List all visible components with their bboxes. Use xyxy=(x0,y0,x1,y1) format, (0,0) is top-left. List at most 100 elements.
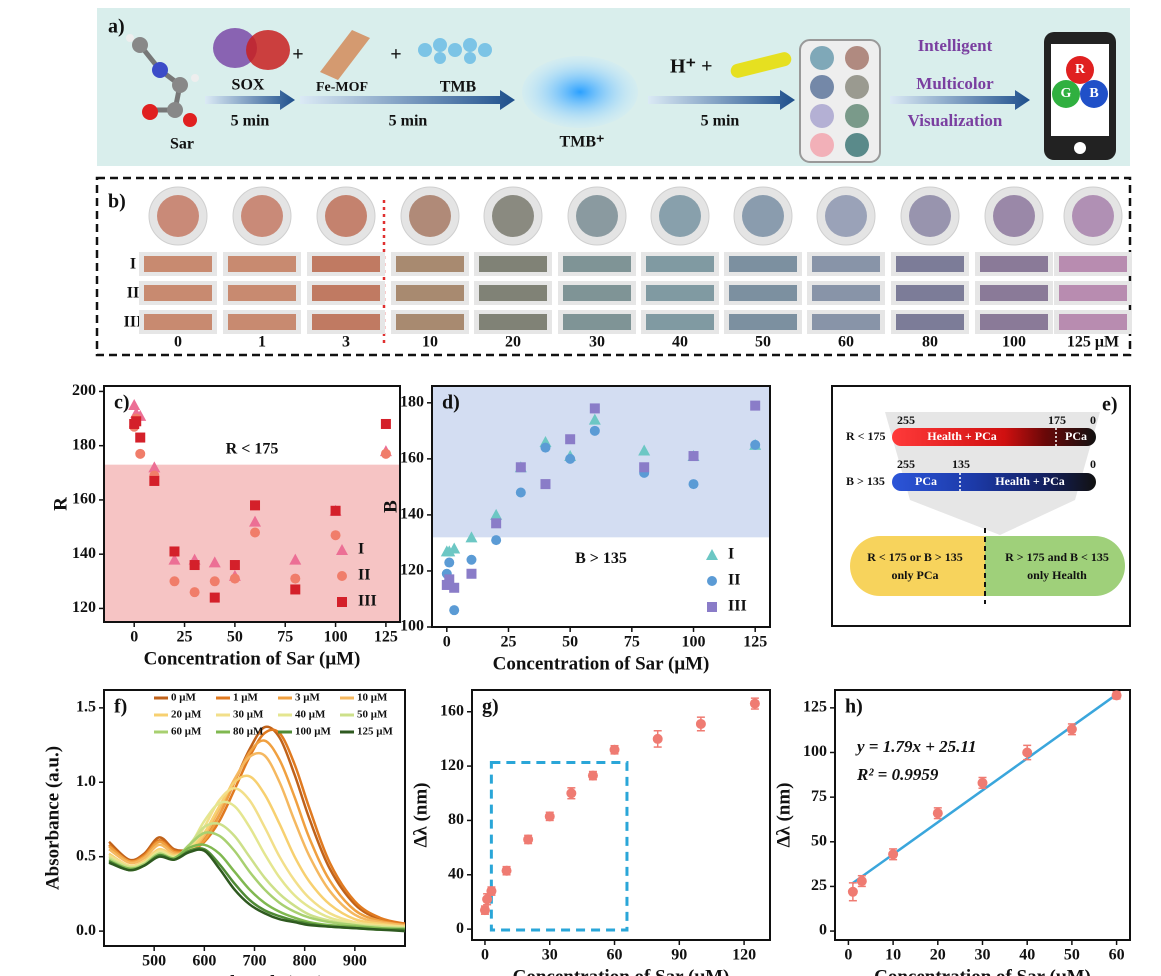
rule-text: R < 175 or B > 135 xyxy=(867,550,962,564)
chart: 0 25 50 75 100 125 120 140 160 180 200 Concentratio… xyxy=(50,382,401,669)
color-strip xyxy=(812,256,880,272)
point xyxy=(131,416,142,427)
time-label: 5 min xyxy=(231,113,270,130)
point xyxy=(544,811,555,822)
segment-label: PCa xyxy=(915,474,937,488)
point xyxy=(639,462,650,473)
point xyxy=(515,462,526,473)
color-strip xyxy=(396,256,464,272)
concentration-label: 60 xyxy=(838,334,854,351)
x-tick-label: 30 xyxy=(542,947,558,964)
well xyxy=(325,195,367,237)
y-tick-label: 0 xyxy=(456,920,464,937)
color-strip xyxy=(812,285,880,301)
color-strip xyxy=(729,285,797,301)
legend-label: III xyxy=(728,598,747,615)
y-axis-label: Δλ (nm) xyxy=(410,782,431,847)
color-strip xyxy=(646,314,714,330)
point xyxy=(486,886,497,897)
point xyxy=(449,582,460,593)
point xyxy=(847,886,858,897)
well xyxy=(659,195,701,237)
r-squared: R² = 0.9959 xyxy=(856,765,939,784)
spectrum-line xyxy=(108,725,405,925)
y-tick-label: 100 xyxy=(400,618,424,635)
concentration-label: 1 xyxy=(258,334,266,351)
point xyxy=(652,733,663,744)
color-strip xyxy=(479,314,547,330)
y-tick-label: 160 xyxy=(72,491,96,508)
annotation: R < 175 xyxy=(226,440,279,457)
text-line: Multicolor xyxy=(916,74,994,93)
point xyxy=(749,698,760,709)
well-plate xyxy=(799,39,881,163)
phone xyxy=(1044,32,1116,160)
x-tick-label: 60 xyxy=(607,947,623,964)
color-strip xyxy=(729,314,797,330)
point xyxy=(189,587,200,598)
panel-e: e) 255 175 0 R < 175 Health + PCa PCa 25… xyxy=(831,385,1131,627)
spectrum-line xyxy=(108,774,405,928)
arrow xyxy=(205,90,295,110)
color-strip xyxy=(896,314,964,330)
point xyxy=(209,592,220,603)
rgb-label: R xyxy=(1075,62,1086,77)
point xyxy=(490,508,503,520)
point xyxy=(290,573,301,584)
tmb-molecule xyxy=(418,38,492,64)
x-tick-label: 60 xyxy=(1109,947,1125,964)
color-strip xyxy=(980,285,1048,301)
point xyxy=(209,576,220,587)
legend-label: II xyxy=(358,567,370,584)
threshold-band xyxy=(432,386,770,538)
color-strip xyxy=(980,256,1048,272)
x-tick-label: 25 xyxy=(500,634,516,651)
color-strip xyxy=(980,314,1048,330)
rule-text: only Health xyxy=(1027,568,1087,582)
y-tick-label: 50 xyxy=(811,832,827,849)
plus: + xyxy=(292,44,303,66)
y-tick-label: 160 xyxy=(440,702,464,719)
y-tick-label: 40 xyxy=(448,865,464,882)
color-strip xyxy=(228,314,296,330)
y-axis-label: B xyxy=(380,500,401,513)
plot-frame xyxy=(103,385,401,623)
legend-marker xyxy=(337,597,347,607)
x-tick-label: 50 xyxy=(562,634,578,651)
y-axis-label: Δλ (nm) xyxy=(773,782,794,847)
rule-text: R > 175 and B < 135 xyxy=(1005,550,1109,564)
concentration-label: 30 xyxy=(589,334,605,351)
well xyxy=(993,195,1035,237)
y-tick-label: 180 xyxy=(72,436,96,453)
point xyxy=(449,605,460,616)
point xyxy=(466,568,477,579)
x-tick-label: 90 xyxy=(671,947,687,964)
point xyxy=(540,479,551,490)
spectrum-line xyxy=(108,751,405,927)
plot-frame xyxy=(431,385,771,628)
point xyxy=(169,576,180,587)
y-tick-label: 120 xyxy=(400,562,424,579)
panel-label: b) xyxy=(108,191,126,213)
y-tick-label: 0.5 xyxy=(76,847,96,864)
time-label: 5 min xyxy=(701,113,740,130)
y-tick-label: 180 xyxy=(400,393,424,410)
segment-label: PCa xyxy=(1065,429,1087,443)
legend-marker xyxy=(337,571,347,581)
y-tick-label: 0 xyxy=(819,922,827,939)
scale-label: 255 xyxy=(897,457,915,471)
concentration-label: 40 xyxy=(672,334,688,351)
point xyxy=(465,531,478,543)
color-strip xyxy=(144,285,212,301)
scale-label: 135 xyxy=(952,457,970,471)
well xyxy=(1072,195,1114,237)
concentration-label: 20 xyxy=(505,334,521,351)
point xyxy=(380,418,391,429)
point xyxy=(695,718,706,729)
x-tick-label: 40 xyxy=(1019,947,1035,964)
point xyxy=(135,432,146,443)
point xyxy=(444,574,455,585)
point xyxy=(330,530,341,541)
point xyxy=(208,556,221,568)
text-line: Intelligent xyxy=(918,36,993,55)
